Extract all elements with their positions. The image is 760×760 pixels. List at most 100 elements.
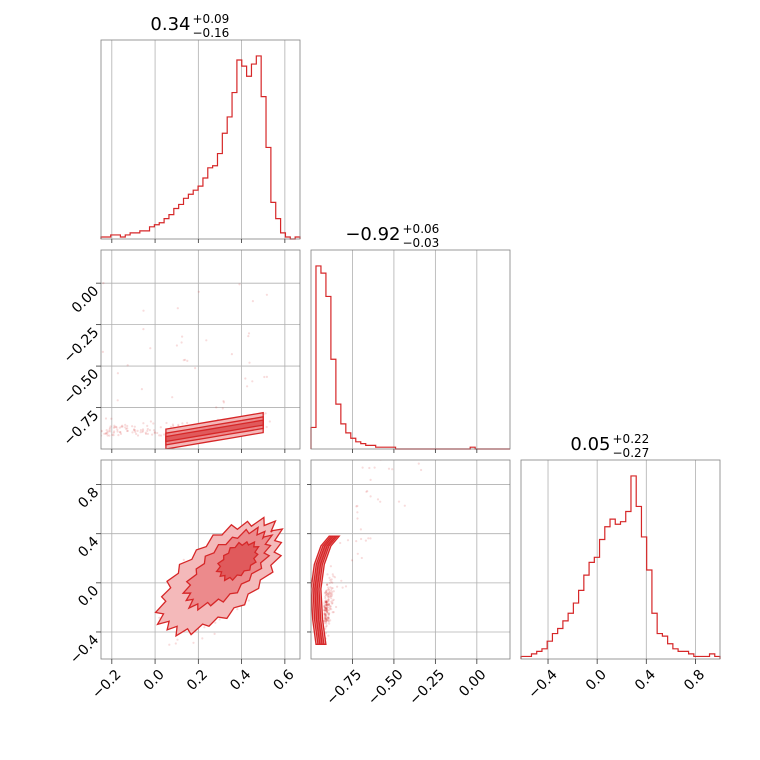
sample-point — [328, 591, 331, 594]
sample-point — [360, 537, 363, 541]
sample-point — [327, 588, 330, 591]
panel-frame — [310, 249, 511, 450]
x-tick-label: −0.50 — [365, 667, 407, 709]
sample-point — [251, 380, 254, 383]
sample-point — [133, 425, 136, 428]
sample-point — [350, 559, 354, 562]
sample-point — [323, 614, 326, 617]
y-tick-label: −0.4 — [67, 632, 102, 667]
sample-point — [359, 528, 362, 531]
sample-point — [325, 603, 328, 606]
sample-point — [326, 616, 329, 620]
sample-point — [176, 307, 179, 310]
sample-point — [327, 592, 330, 595]
sample-point — [247, 332, 251, 335]
sample-point — [126, 429, 129, 433]
sample-point — [113, 424, 116, 427]
sample-point — [158, 616, 161, 619]
sample-point — [330, 608, 333, 611]
sample-point — [151, 433, 154, 436]
sample-point — [118, 426, 121, 429]
sample-point — [112, 434, 115, 437]
param-median: 0.05 — [570, 434, 610, 455]
sample-point — [265, 425, 268, 429]
sample-point — [324, 613, 327, 617]
sample-point — [323, 606, 326, 609]
sample-point — [109, 430, 112, 433]
sample-point — [326, 573, 329, 576]
sample-point — [325, 600, 328, 603]
sample-point — [387, 467, 391, 470]
sample-point — [106, 434, 109, 437]
sample-point — [356, 511, 359, 514]
sample-point — [323, 612, 326, 615]
sample-point — [325, 607, 328, 610]
sample-point — [332, 611, 335, 614]
sample-point — [326, 602, 329, 605]
panel-frame — [520, 459, 721, 660]
sample-point — [142, 309, 145, 312]
sample-point — [325, 600, 328, 603]
sample-point — [222, 401, 225, 404]
sample-point — [331, 581, 334, 584]
sample-point — [325, 607, 328, 611]
sample-point — [329, 605, 332, 608]
sample-point — [165, 421, 168, 425]
sample-point — [324, 600, 327, 604]
sample-point — [325, 601, 328, 605]
histogram-series — [100, 55, 301, 240]
sample-point — [355, 540, 358, 543]
sample-point — [329, 586, 332, 589]
x-tick-label: −0.25 — [406, 667, 448, 709]
sample-point — [324, 609, 327, 612]
sample-point — [327, 616, 330, 619]
sample-point — [327, 588, 330, 591]
sample-point — [327, 613, 330, 617]
sample-point — [366, 490, 369, 493]
sample-point — [144, 432, 148, 435]
sample-point — [325, 618, 328, 621]
sample-point — [326, 600, 329, 603]
sample-point — [330, 592, 333, 595]
sample-point — [146, 424, 149, 427]
sample-point — [144, 431, 147, 434]
sample-point — [115, 425, 118, 428]
sample-point — [325, 613, 328, 616]
sample-point — [112, 426, 116, 429]
sample-point — [153, 431, 156, 434]
sample-point — [324, 632, 327, 635]
sample-point — [327, 599, 330, 602]
panel-frame — [100, 459, 301, 660]
y-tick-label: 0.00 — [69, 283, 102, 316]
y-tick-label: −0.50 — [61, 366, 103, 408]
sample-point — [323, 600, 326, 603]
sample-point — [116, 372, 119, 375]
sample-point — [325, 592, 328, 595]
sample-point — [152, 429, 156, 432]
sample-point — [325, 603, 328, 606]
panel-frame — [100, 249, 301, 450]
sample-point — [176, 638, 179, 641]
contour-inner — [215, 540, 260, 582]
sample-point — [133, 428, 136, 431]
y-tick-label: 0.0 — [75, 583, 102, 610]
sample-point — [340, 579, 343, 582]
sample-point — [142, 328, 145, 331]
sample-point — [181, 422, 184, 425]
sample-point — [325, 603, 328, 606]
sample-point — [104, 432, 108, 435]
sample-point — [325, 607, 328, 610]
sample-point — [328, 576, 331, 580]
sample-point — [251, 300, 254, 303]
sample-point — [327, 603, 331, 606]
sample-point — [326, 616, 329, 619]
sample-point — [163, 433, 166, 436]
sample-point — [146, 432, 149, 435]
sample-point — [397, 500, 401, 503]
sample-point — [325, 624, 328, 627]
sample-point — [159, 426, 162, 429]
sample-point — [336, 585, 339, 588]
sample-point — [369, 478, 372, 481]
sample-point — [131, 425, 134, 428]
sample-point — [325, 609, 329, 612]
